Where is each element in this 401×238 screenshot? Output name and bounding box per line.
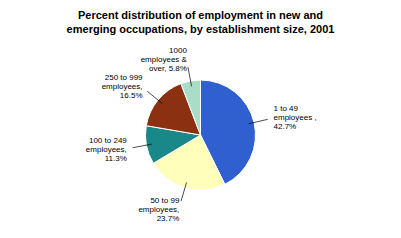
svg-text:250 to 999employees,16.5%: 250 to 999employees,16.5% [102,73,143,100]
svg-text:1000employees &over, 5.8%: 1000employees &over, 5.8% [141,46,188,73]
svg-text:50 to 99employees,23.7%: 50 to 99employees,23.7% [138,195,179,222]
html-text:Percent distribution of employ: Percent distribution of employment in ne… [66,9,335,35]
svg-text:100 to 249employees,11.3%: 100 to 249employees,11.3% [86,136,127,163]
svg-text:1 to 49employees ,42.7%: 1 to 49employees ,42.7% [274,104,317,131]
